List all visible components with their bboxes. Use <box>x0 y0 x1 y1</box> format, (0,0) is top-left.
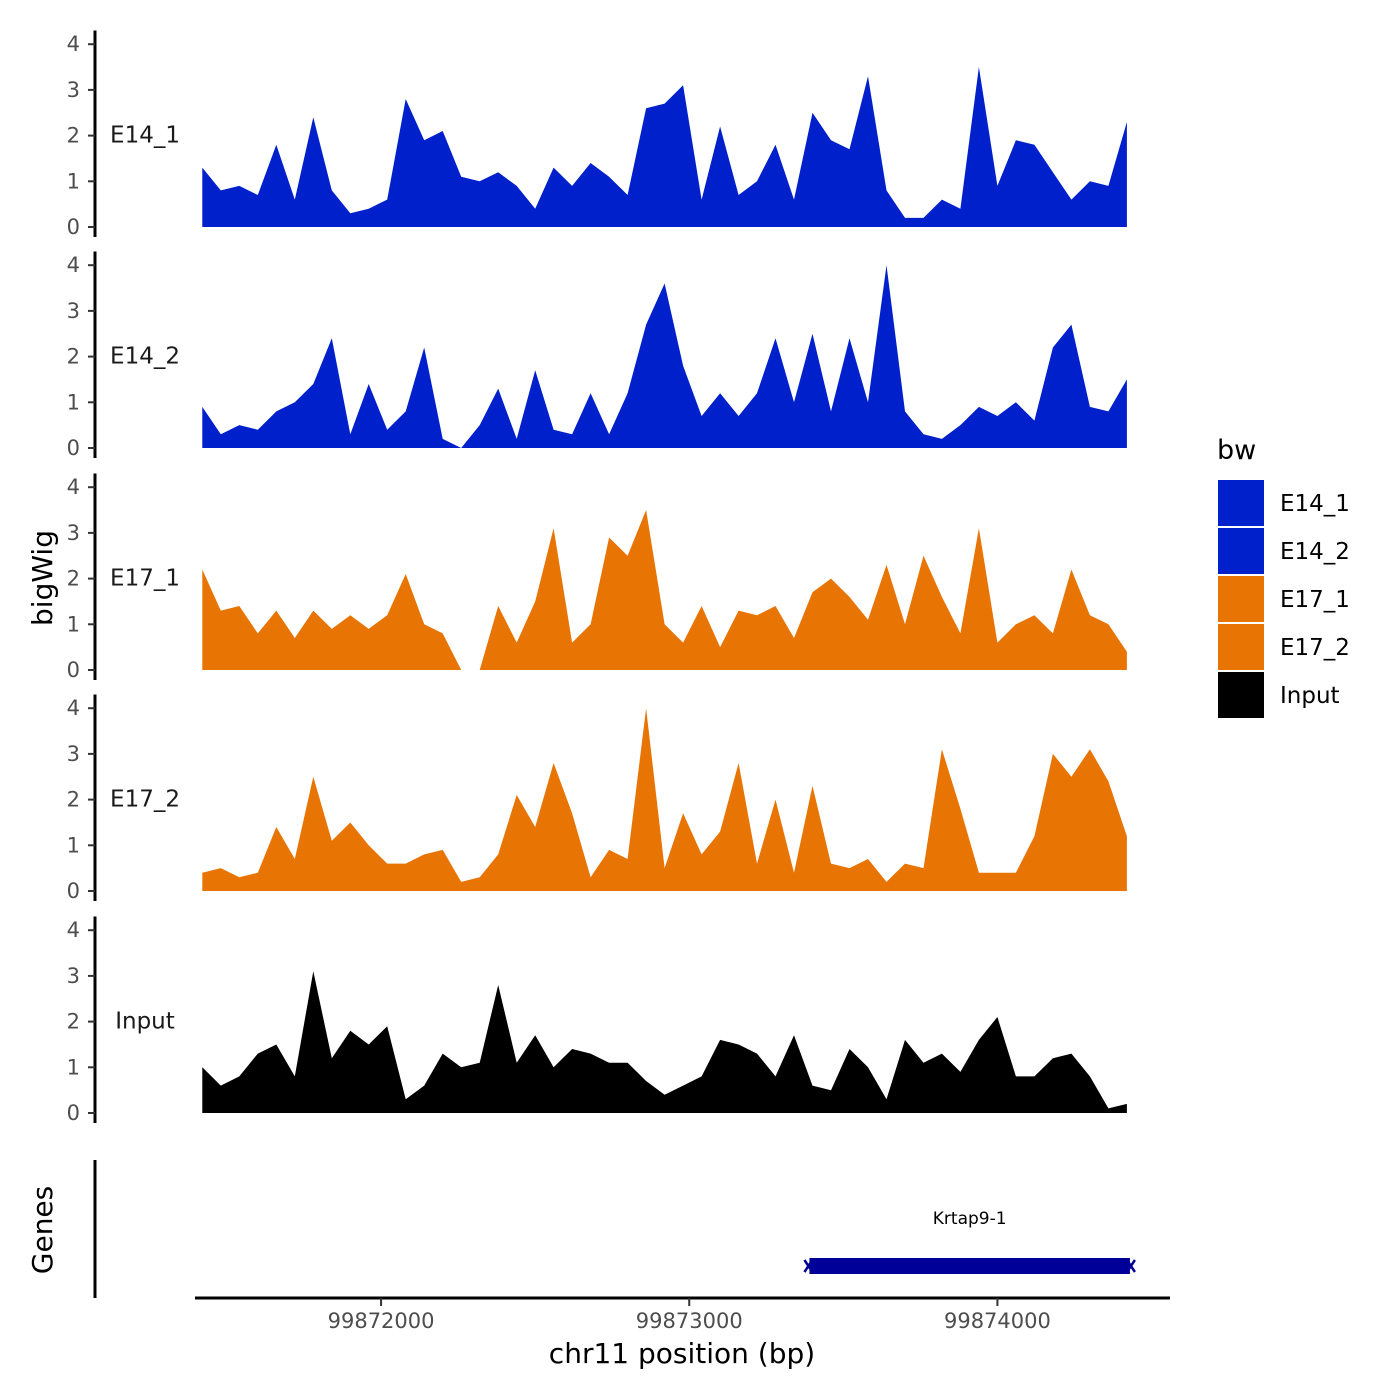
y-tick-label: 2 <box>67 124 80 148</box>
y-tick-label: 3 <box>67 521 80 545</box>
y-tick-label: 1 <box>67 169 80 193</box>
genes-axis-title: Genes <box>26 1186 59 1274</box>
coverage-area-E14_1 <box>202 67 1127 227</box>
legend-key-E14_1 <box>1218 480 1264 526</box>
y-tick-label: 4 <box>67 696 80 720</box>
coverage-tracks: 0 1 2 3 4 E14_1 0 1 2 3 4 E14_2 0 1 2 3 4 E17_1 0 1 2 3 4 E17_2… <box>67 30 1127 1125</box>
track-label-Input: Input <box>115 1009 175 1035</box>
track-E14_1: 0 1 2 3 4 E14_1 <box>67 30 1127 239</box>
y-tick-label: 3 <box>67 299 80 323</box>
y-tick-label: 2 <box>67 1010 80 1034</box>
y-tick-label: 2 <box>67 788 80 812</box>
track-label-E17_2: E17_2 <box>110 787 180 813</box>
y-tick-label: 4 <box>67 475 80 499</box>
gene-end-marker <box>1125 1259 1136 1273</box>
x-axis: 99872000 99873000 99874000 <box>195 1296 1170 1333</box>
x-tick-label: 99874000 <box>944 1309 1051 1333</box>
x-axis-title: chr11 position (bp) <box>549 1337 815 1370</box>
track-Input: 0 1 2 3 4 Input <box>67 916 1127 1125</box>
y-tick-label: 1 <box>67 390 80 414</box>
legend-label-Input: Input <box>1280 683 1340 709</box>
legend-label-E17_1: E17_1 <box>1280 587 1350 613</box>
legend-title: bw <box>1217 435 1256 466</box>
track-label-E17_1: E17_1 <box>110 566 180 592</box>
legend-key-E17_2 <box>1218 624 1264 670</box>
y-tick-label: 0 <box>67 1101 80 1125</box>
legend-key-E14_2 <box>1218 528 1264 574</box>
y-tick-label: 3 <box>67 964 80 988</box>
legend-key-Input <box>1218 672 1264 718</box>
track-label-E14_2: E14_2 <box>110 344 180 370</box>
y-tick-label: 2 <box>67 567 80 591</box>
gene-start-marker <box>803 1259 814 1273</box>
y-tick-label: 0 <box>67 879 80 903</box>
coverage-area-E14_2 <box>202 265 1127 448</box>
genes-panel: Krtap9-1 <box>93 1160 1136 1298</box>
y-tick-label: 0 <box>67 658 80 682</box>
y-tick-label: 3 <box>67 78 80 102</box>
y-tick-label: 4 <box>67 253 80 277</box>
y-tick-label: 2 <box>67 345 80 369</box>
legend: bw E14_1 E14_2 E17_1 E17_2 Input <box>1217 435 1350 718</box>
coverage-area-Input <box>202 971 1127 1113</box>
y-axis-title: bigWig <box>26 530 59 626</box>
gene-label: Krtap9-1 <box>933 1209 1007 1229</box>
track-E17_2: 0 1 2 3 4 E17_2 <box>67 694 1127 903</box>
x-tick-label: 99873000 <box>636 1309 743 1333</box>
track-E14_2: 0 1 2 3 4 E14_2 <box>67 251 1127 460</box>
y-tick-label: 1 <box>67 612 80 636</box>
x-tick-label: 99872000 <box>328 1309 435 1333</box>
legend-label-E17_2: E17_2 <box>1280 635 1350 661</box>
y-tick-label: 0 <box>67 436 80 460</box>
y-tick-label: 4 <box>67 918 80 942</box>
coverage-area-E17_1 <box>202 510 1127 670</box>
legend-key-E17_1 <box>1218 576 1264 622</box>
coverage-area-E17_2 <box>202 708 1127 891</box>
y-tick-label: 4 <box>67 32 80 56</box>
y-tick-label: 0 <box>67 215 80 239</box>
track-label-E14_1: E14_1 <box>110 123 180 149</box>
legend-label-E14_1: E14_1 <box>1280 491 1350 517</box>
legend-label-E14_2: E14_2 <box>1280 539 1350 565</box>
y-tick-label: 1 <box>67 833 80 857</box>
track-E17_1: 0 1 2 3 4 E17_1 <box>67 473 1127 682</box>
gene-body <box>809 1258 1130 1274</box>
y-tick-label: 1 <box>67 1055 80 1079</box>
y-tick-label: 3 <box>67 742 80 766</box>
